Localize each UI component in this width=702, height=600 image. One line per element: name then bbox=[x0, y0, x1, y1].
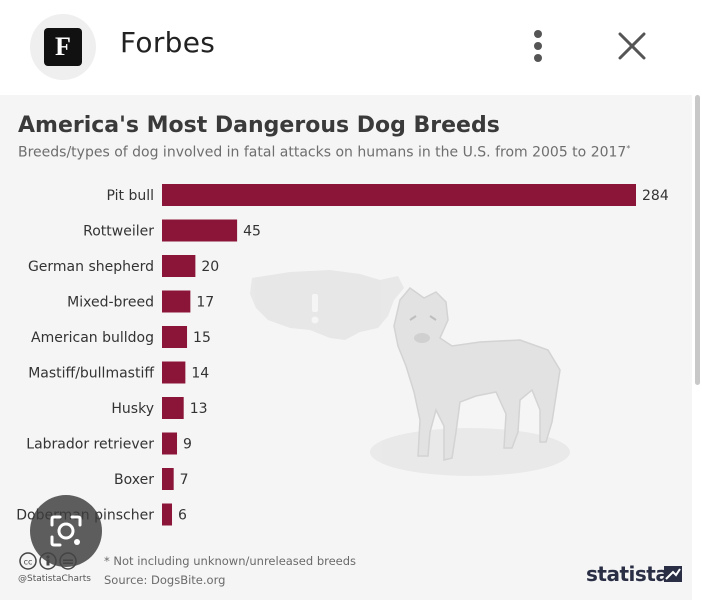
bar-category-label: Mastiff/bullmastiff bbox=[28, 366, 154, 382]
dog-illustration bbox=[370, 286, 570, 476]
bar-category-label: Husky bbox=[111, 401, 154, 417]
bar-category-label: Boxer bbox=[114, 472, 154, 488]
bar-category-label: Labrador retriever bbox=[26, 437, 154, 453]
footnote: * Not including unknown/unreleased breed… bbox=[104, 554, 357, 568]
chart-subtitle-text: Breeds/types of dog involved in fatal at… bbox=[18, 144, 627, 161]
app-icon-circle: F bbox=[30, 14, 96, 80]
creative-commons-icon: cc bbox=[19, 552, 77, 570]
bar-value-label: 14 bbox=[191, 366, 209, 382]
statista-brand: statista bbox=[586, 562, 669, 586]
bar-category-label: American bulldog bbox=[31, 330, 154, 346]
chart-card bbox=[0, 95, 692, 600]
us-map-illustration bbox=[250, 270, 404, 340]
bar-value-label: 6 bbox=[178, 508, 187, 524]
bar bbox=[162, 432, 178, 455]
bar bbox=[162, 468, 174, 490]
more-options-button[interactable] bbox=[524, 26, 552, 66]
bar bbox=[162, 219, 238, 242]
svg-text:cc: cc bbox=[24, 558, 33, 567]
bar-chart: Pit bull 284 Rottweiler 45 German shepherd 20… bbox=[16, 184, 669, 526]
bar-value-label: 13 bbox=[190, 401, 208, 417]
more-vert-icon bbox=[534, 30, 542, 38]
more-vert-icon bbox=[534, 54, 542, 62]
bar bbox=[162, 361, 186, 384]
source-link[interactable]: Source: DogsBite.org bbox=[104, 573, 226, 587]
close-button[interactable] bbox=[612, 26, 652, 66]
bar-value-label: 15 bbox=[193, 330, 211, 346]
bar bbox=[162, 397, 184, 419]
bar-category-label: German shepherd bbox=[28, 259, 154, 275]
close-icon bbox=[618, 32, 646, 60]
bar bbox=[162, 326, 188, 348]
bars-group: Pit bull 284 Rottweiler 45 German shepherd 20… bbox=[16, 184, 669, 526]
scrollbar[interactable] bbox=[692, 95, 702, 600]
bar-value-label: 45 bbox=[243, 224, 261, 240]
bar bbox=[162, 290, 191, 313]
forbes-logo-icon: F bbox=[44, 28, 82, 66]
app-title: Forbes bbox=[120, 26, 216, 59]
bar-value-label: 9 bbox=[183, 437, 192, 453]
app-header: F Forbes bbox=[0, 0, 702, 95]
scrollbar-thumb[interactable] bbox=[695, 95, 700, 385]
bar bbox=[162, 255, 196, 277]
bar-value-label: 20 bbox=[201, 259, 219, 275]
statista-logo-icon bbox=[664, 566, 682, 582]
google-lens-icon bbox=[50, 515, 82, 547]
bar-value-label: 7 bbox=[180, 472, 189, 488]
bar-category-label: Mixed-breed bbox=[67, 295, 154, 311]
bar bbox=[162, 184, 636, 206]
more-vert-icon bbox=[534, 42, 542, 50]
statista-handle: @StatistaCharts bbox=[18, 574, 91, 584]
bar-category-label: Rottweiler bbox=[83, 224, 154, 240]
chart-title: America's Most Dangerous Dog Breeds bbox=[18, 113, 500, 138]
bar-category-label: Pit bull bbox=[106, 188, 154, 204]
bar bbox=[162, 503, 173, 526]
subtitle-footnote-mark: * bbox=[626, 144, 631, 153]
bar-value-label: 17 bbox=[196, 295, 214, 311]
bar-value-label: 284 bbox=[642, 188, 669, 204]
chart-subtitle: Breeds/types of dog involved in fatal at… bbox=[18, 144, 630, 161]
